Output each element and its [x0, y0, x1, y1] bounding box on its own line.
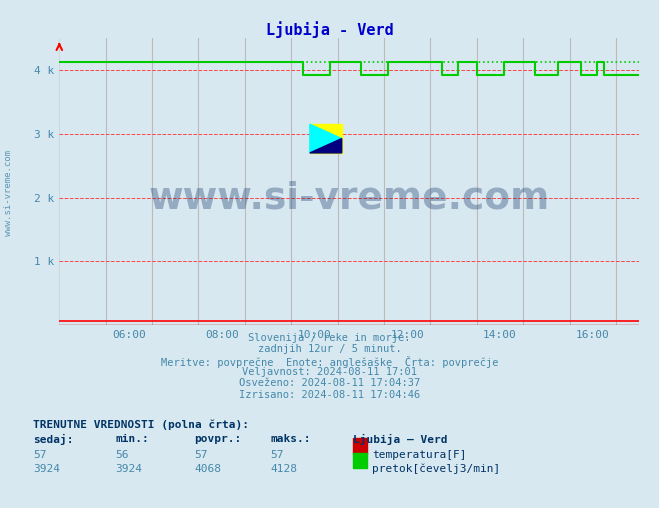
Text: 57: 57	[270, 450, 283, 460]
Polygon shape	[310, 124, 342, 153]
Text: 3924: 3924	[33, 464, 60, 474]
Text: Izrisano: 2024-08-11 17:04:46: Izrisano: 2024-08-11 17:04:46	[239, 390, 420, 400]
Bar	[353, 453, 367, 468]
Text: Slovenija / reke in morje.: Slovenija / reke in morje.	[248, 333, 411, 343]
Polygon shape	[310, 139, 342, 153]
Text: maks.:: maks.:	[270, 434, 310, 444]
Text: Veljavnost: 2024-08-11 17:01: Veljavnost: 2024-08-11 17:01	[242, 367, 417, 377]
Text: 57: 57	[33, 450, 46, 460]
Text: zadnjih 12ur / 5 minut.: zadnjih 12ur / 5 minut.	[258, 344, 401, 354]
Text: povpr.:: povpr.:	[194, 434, 242, 444]
Text: 4128: 4128	[270, 464, 297, 474]
Bar	[310, 124, 342, 153]
Text: www.si-vreme.com: www.si-vreme.com	[4, 150, 13, 236]
Text: www.si-vreme.com: www.si-vreme.com	[149, 181, 550, 217]
Text: TRENUTNE VREDNOSTI (polna črta):: TRENUTNE VREDNOSTI (polna črta):	[33, 419, 249, 430]
Text: temperatura[F]: temperatura[F]	[372, 450, 467, 460]
Text: Meritve: povprečne  Enote: anglešaške  Črta: povprečje: Meritve: povprečne Enote: anglešaške Črt…	[161, 356, 498, 368]
Text: 3924: 3924	[115, 464, 142, 474]
Bar	[353, 438, 367, 454]
Text: 57: 57	[194, 450, 208, 460]
Text: Ljubija – Verd: Ljubija – Verd	[353, 434, 447, 446]
Text: 4068: 4068	[194, 464, 221, 474]
Text: pretok[čevelj3/min]: pretok[čevelj3/min]	[372, 464, 501, 474]
Text: Ljubija - Verd: Ljubija - Verd	[266, 21, 393, 38]
Text: min.:: min.:	[115, 434, 149, 444]
Text: 56: 56	[115, 450, 129, 460]
Text: sedaj:: sedaj:	[33, 434, 73, 446]
Text: Osveženo: 2024-08-11 17:04:37: Osveženo: 2024-08-11 17:04:37	[239, 378, 420, 389]
